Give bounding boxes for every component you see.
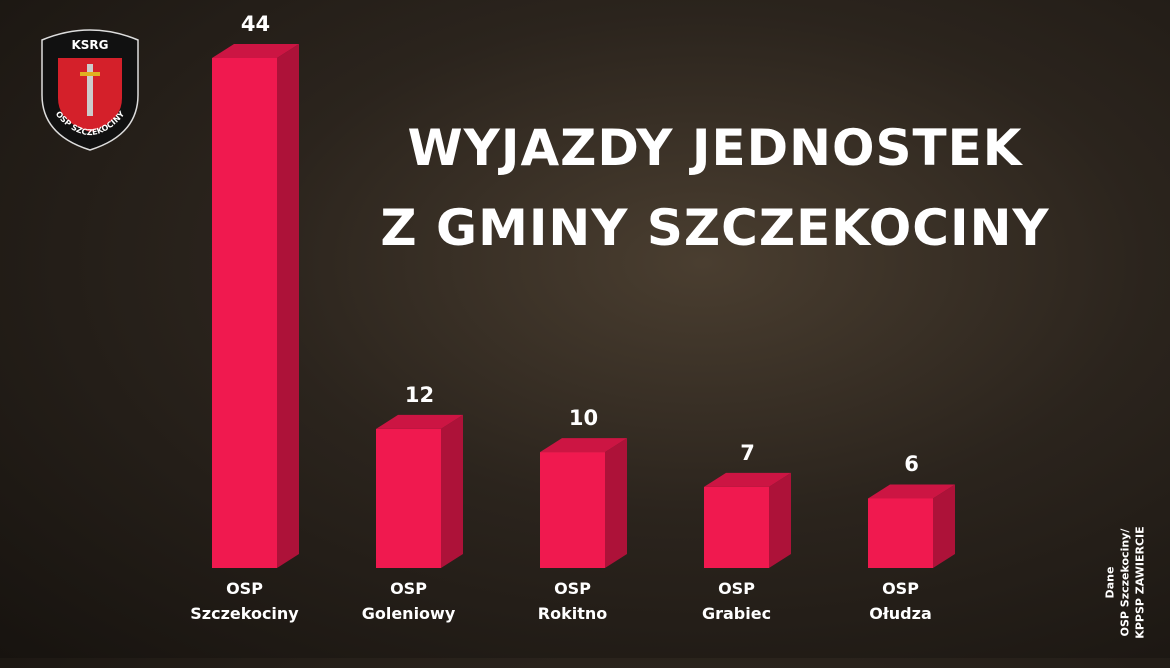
x-tick-label: OSP Rokitno	[537, 579, 608, 623]
bar-top	[376, 414, 463, 429]
value-label: 44	[240, 12, 271, 36]
bar-side	[441, 414, 463, 568]
bar	[704, 486, 769, 568]
bar-side	[605, 438, 627, 568]
x-tick-label: OSP Grabiec	[701, 579, 772, 623]
logo-top: KSRG	[71, 38, 108, 52]
logo: KSRG OSP SZCZEKOCINY	[41, 29, 139, 151]
logo-guard	[80, 72, 100, 76]
value-label: 12	[404, 382, 435, 407]
bar-top	[540, 438, 627, 453]
bar-side	[277, 44, 299, 568]
bar-top	[704, 472, 791, 487]
bar	[212, 58, 277, 568]
bar	[868, 498, 933, 568]
bar	[540, 452, 605, 568]
chart-title: WYJAZDY JEDNOSTEK Z GMINY SZCZEKOCINY	[380, 119, 1050, 257]
logo-sword	[87, 64, 93, 116]
bar	[376, 428, 441, 568]
bar-top	[868, 484, 955, 499]
bar-side	[933, 484, 955, 568]
value-label: 6	[904, 452, 919, 477]
x-tick-label: OSP Ołudza	[869, 579, 932, 623]
x-tick-label: OSP Goleniowy	[361, 579, 456, 623]
value-label: 7	[740, 440, 755, 465]
x-tick-label: OSP Szczekociny	[190, 579, 299, 623]
value-label: 10	[568, 406, 599, 431]
bar-top	[212, 44, 299, 58]
source-note: Dane OSP Szczekociny/ KPPSP ZAWIERCIE	[1103, 526, 1147, 639]
bar-side	[769, 472, 791, 568]
